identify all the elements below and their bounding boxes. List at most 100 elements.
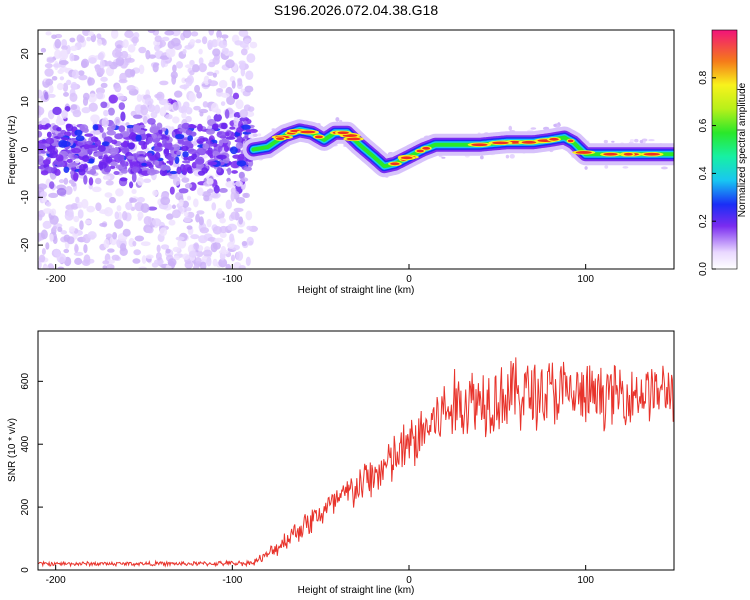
noise-blob [202,249,213,257]
noise-blob [220,101,226,106]
track-peak [300,130,316,134]
faint-blob [553,123,557,127]
noise-blob [156,244,161,253]
noise-blob [60,49,68,59]
noise-blob [199,261,207,269]
noise-blob [107,107,115,116]
noise-blob [70,81,78,91]
noise-blob [196,91,203,99]
noise-blob [97,38,103,46]
band-blob [147,168,157,176]
band-blob [126,124,135,129]
noise-blob [245,210,253,221]
noise-blob [44,68,54,77]
band-blob [236,160,247,167]
noise-blob [136,176,144,186]
noise-blob [159,227,168,237]
noise-blob [247,106,255,112]
band-blob [129,127,134,134]
noise-blob [208,61,216,68]
spectrogram-x-label: Height of straight line (km) [298,285,415,296]
noise-blob [154,44,161,52]
noise-blob [219,232,227,238]
band-blob [122,132,130,137]
band-blob [185,129,193,136]
band-blob [149,126,155,133]
noise-blob [45,78,54,86]
band-blob [202,137,209,142]
noise-blob [65,204,75,211]
noise-blob [194,84,201,93]
band-blob [40,170,49,176]
noise-blob [81,106,91,114]
band-blob [54,168,61,176]
noise-blob [219,225,228,234]
noise-blob [214,237,224,243]
band-blob [154,151,161,160]
noise-blob [102,265,108,269]
band-blob [110,161,118,167]
band-blob [153,146,163,152]
noise-blob [246,53,256,64]
faint-blob [611,140,615,143]
noise-blob [159,106,167,117]
noise-blob [51,34,57,39]
noise-blob [190,31,199,37]
noise-blob [172,246,181,253]
band-blob [216,155,224,159]
noise-blob [151,218,162,227]
track-peak [549,137,559,141]
noise-blob [129,69,136,77]
noise-blob [239,109,248,118]
noise-blob [88,31,95,37]
noise-blob [140,106,149,116]
noise-blob [49,215,59,225]
noise-blob [42,265,49,269]
faint-blob [648,139,655,142]
band-blob [94,137,99,142]
noise-blob [87,77,95,86]
noise-blob [47,263,55,269]
noise-blob [108,196,116,204]
noise-blob [152,62,159,73]
noise-blob [48,84,54,94]
noise-blob [195,250,204,258]
noise-blob [84,219,92,225]
noise-blob [100,76,108,82]
noise-blob [181,200,189,208]
snr-y-tick-label: 400 [20,435,31,452]
snr-x-label: Height of straight line (km) [298,585,415,596]
noise-blob [63,234,71,242]
band-blob [212,142,218,148]
noise-blob [74,158,80,164]
noise-blob [52,225,58,231]
noise-blob [239,61,245,71]
noise-blob [138,46,147,54]
band-blob [69,170,75,175]
noise-blob [141,255,147,264]
noise-blob [166,49,174,58]
noise-blob [104,192,113,198]
track-peak [521,140,537,144]
noise-blob [57,69,64,74]
noise-blob [119,72,127,83]
band-blob [66,158,73,163]
noise-blob [235,251,244,261]
noise-blob [54,49,62,60]
band-blob [181,122,191,130]
colorbar-tick-label: 0.2 [698,214,709,228]
noise-blob [88,57,97,64]
band-blob [205,128,215,135]
snr-x-tick-label: 100 [577,575,594,586]
noise-blob [122,228,131,237]
band-blob [187,135,193,142]
noise-blob [245,256,251,267]
colorbar-tick-label: 0.6 [698,118,709,132]
band-blob [223,145,229,153]
band-blob [154,160,160,166]
faint-blob [508,125,513,131]
noise-blob [184,64,193,69]
noise-blob [212,72,217,78]
noise-blob [206,71,215,76]
noise-blob [129,198,138,203]
